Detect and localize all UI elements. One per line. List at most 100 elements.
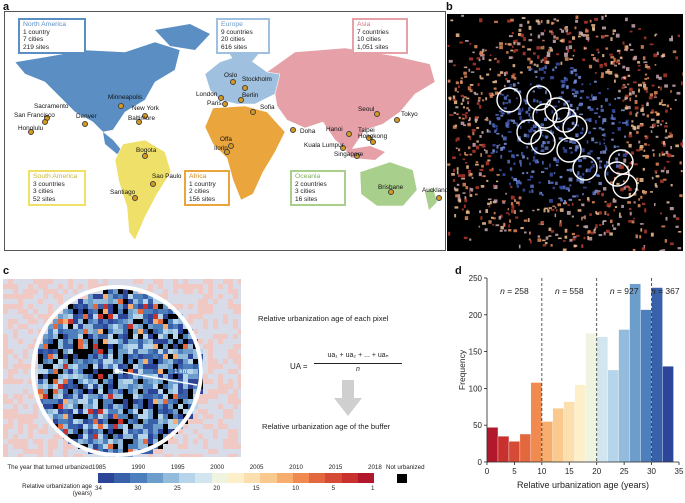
histogram-bar: [618, 329, 630, 463]
region-name: Europe: [221, 21, 243, 28]
city-marker: [250, 109, 256, 115]
formula-bar: [314, 363, 402, 364]
region-name: Africa: [189, 173, 207, 180]
city-marker: [228, 143, 234, 149]
histogram-bar: [651, 287, 663, 463]
city-label: Santiago: [110, 189, 136, 196]
buffer-circle: [516, 119, 542, 145]
legend-swatch: [162, 473, 180, 483]
legend-year-tick: 2018: [368, 464, 382, 471]
city-marker: [28, 129, 34, 135]
buffer-circle: [552, 107, 578, 133]
legend-swatch: [98, 473, 115, 483]
region-sites: 156 sites: [189, 195, 216, 203]
region-countries: 1 country: [189, 180, 216, 188]
legend-swatch: [260, 473, 277, 483]
city-label: Offa: [220, 136, 232, 143]
city-marker: [218, 95, 224, 101]
histogram-bar: [585, 333, 597, 463]
histogram-chart: n = 258 n = 558 n = 927 n = 367050100150200…: [457, 274, 684, 490]
legend-swatch: [227, 473, 245, 483]
legend-swatch: [341, 473, 358, 483]
city-label: San Francisco: [14, 112, 55, 119]
city-marker: [42, 119, 48, 125]
city-label: Hanoi: [326, 126, 343, 133]
radius-line: [116, 370, 198, 386]
region-countries: 2 countries: [295, 180, 327, 188]
pixel-age-label: Relative urbanization age of each pixel: [258, 314, 389, 323]
australia-shape: [359, 161, 418, 207]
city-label: Stockholm: [242, 76, 272, 83]
region-cities: 7 cities: [23, 36, 44, 44]
region-box-south-america: South America 3 countries 3 cities 52 si…: [28, 170, 86, 207]
legend-age-ticks: 34 30 25 20 15 10 5 1: [95, 485, 380, 493]
histogram-bar: [596, 336, 608, 463]
central-america-shape: [103, 132, 123, 154]
histogram-bar: [508, 441, 521, 463]
legend-not-urbanized-swatch: [397, 474, 407, 483]
histogram-bar: [662, 366, 674, 463]
down-arrow-icon: [334, 380, 362, 416]
histogram-bar: [574, 384, 586, 463]
y-tick-label: 100: [469, 384, 483, 393]
histogram-bar: [640, 309, 652, 463]
region-sites: 52 sites: [33, 195, 56, 203]
formula-lhs: UA =: [290, 362, 308, 371]
region-box-europe: Europe 9 countries 20 cities 616 sites: [216, 18, 270, 55]
buffer-circle: [532, 103, 558, 129]
north-america-shape: [14, 41, 181, 133]
y-tick-label: 200: [469, 311, 483, 320]
region-box-oceania: Oceania 2 countries 3 cities 16 sites: [290, 170, 346, 207]
buffer-circle: [496, 87, 522, 113]
legend-year-tick: 2015: [328, 464, 343, 471]
region-sites: 16 sites: [295, 195, 318, 203]
legend-swatch: [357, 473, 374, 483]
city-marker: [394, 117, 400, 123]
city-marker: [118, 103, 124, 109]
city-label: Brisbane: [378, 184, 404, 191]
buffer-circle: [526, 85, 552, 111]
buffer-outline: [31, 285, 203, 457]
greenland-shape: [155, 24, 210, 50]
y-tick-label: 0: [478, 458, 483, 467]
city-marker: [238, 97, 244, 103]
group-count-label: n = 258: [500, 286, 529, 296]
histogram-bar: [530, 382, 543, 463]
city-marker: [340, 145, 346, 151]
legend-year-label: The year that turned urbanized: [7, 464, 92, 471]
region-name: South America: [33, 173, 78, 180]
city-marker: [436, 195, 442, 201]
legend-year-tick: 2010: [289, 464, 303, 471]
asia-shape: [266, 47, 436, 153]
legend-age-tick: 15: [252, 485, 260, 492]
city-marker: [222, 101, 228, 107]
city-marker: [388, 189, 394, 195]
region-countries: 3 countries: [33, 180, 65, 188]
city-label: New York: [132, 105, 159, 112]
region-cities: 2 cities: [189, 188, 210, 196]
satellite-svg: [447, 14, 683, 251]
city-marker: [346, 131, 352, 137]
region-cities: 3 cities: [33, 188, 54, 196]
region-box-north-america: North America 1 country 7 cities 219 sit…: [18, 18, 86, 55]
legend-age-tick: 10: [292, 485, 300, 492]
city-marker: [150, 181, 156, 187]
legend-age-tick: 5: [331, 485, 336, 492]
legend-swatch: [195, 473, 212, 483]
legend-swatch: [130, 473, 147, 483]
histogram-bar: [486, 427, 499, 463]
world-map-svg: [14, 24, 437, 241]
region-cities: 10 cities: [357, 36, 381, 44]
city-label: Sacramento: [34, 103, 69, 110]
city-marker: [224, 149, 230, 155]
legend-age-tick: 1: [371, 485, 375, 492]
city-label: Kuala Lumpur: [304, 142, 344, 149]
y-tick-label: 250: [469, 274, 483, 283]
buffer-circle: [530, 129, 556, 155]
city-label: Minneapolis: [108, 94, 143, 101]
buffer-circle: [556, 137, 582, 163]
buffer-svg: [3, 279, 241, 457]
x-axis-label: Relative urbanization age (years): [517, 480, 649, 490]
city-label: Sofia: [260, 104, 275, 111]
histogram-bar: [629, 283, 641, 463]
